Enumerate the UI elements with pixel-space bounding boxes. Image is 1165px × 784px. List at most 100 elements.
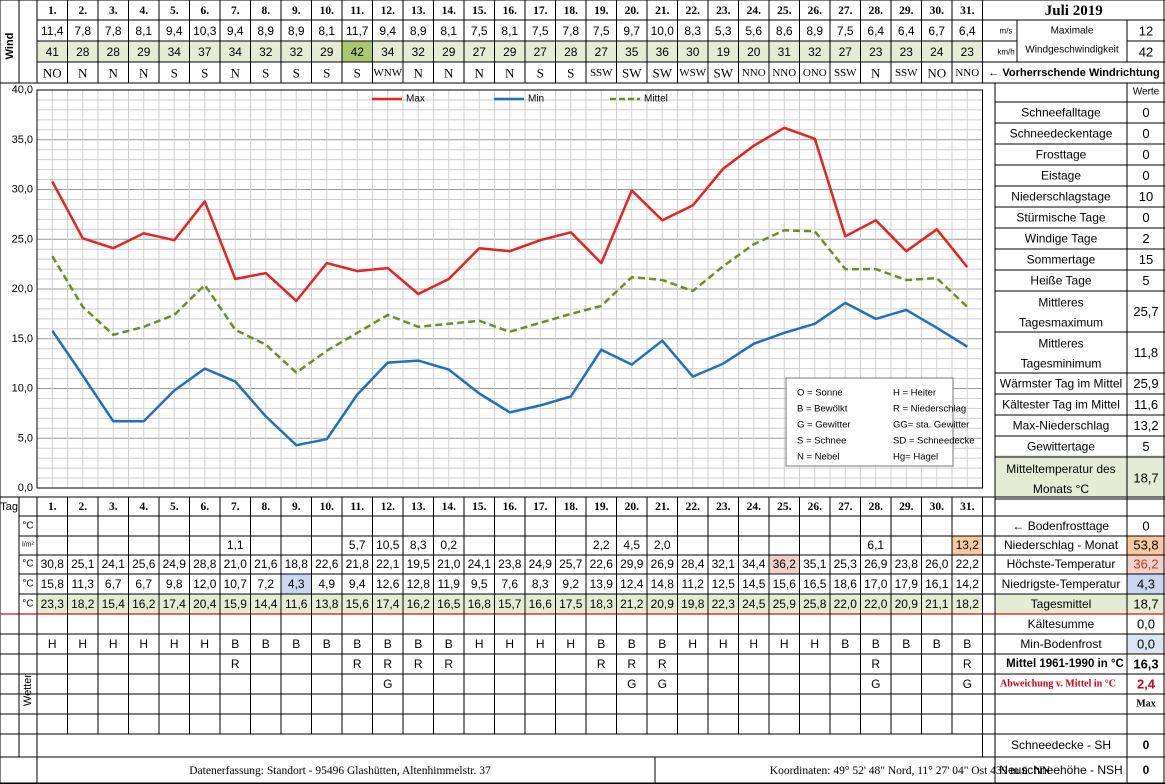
wind-direction: S	[567, 66, 574, 81]
unit-label: °C	[22, 559, 33, 570]
wind-ms: 8,9	[806, 24, 823, 38]
day-header: 24.	[747, 501, 762, 513]
cell-max: 24,9	[163, 557, 187, 571]
wind-ms: 10,0	[651, 24, 675, 38]
day-header: 26.	[808, 5, 823, 17]
weather-code: R	[597, 657, 606, 671]
wind-ms: 7,8	[562, 24, 579, 38]
cell-precip: 2,0	[654, 538, 671, 552]
weather-code: R	[963, 657, 972, 671]
weather-code: H	[810, 637, 819, 651]
weather-code: H	[780, 637, 789, 651]
weather-code: G	[871, 677, 880, 691]
cell-precip: 4,5	[623, 538, 640, 552]
chart-frame	[36, 89, 983, 489]
mittel-label: Mittel 1961-1990 in °C	[1006, 658, 1124, 670]
footer-coordinates: Koordinaten: 49° 52' 48" Nord, 11° 27' 0…	[770, 765, 1051, 777]
cell-max: 26,9	[864, 557, 888, 571]
weather-code: B	[963, 637, 971, 651]
wind-direction: SSW	[590, 67, 613, 79]
series-line-max	[51, 126, 969, 303]
unit-label: °C	[22, 599, 33, 610]
stat-value: 5	[1142, 439, 1149, 454]
wind-kmh: 29	[137, 45, 151, 59]
prevailing-label: ← Vorherrschende Windrichtung	[988, 67, 1159, 79]
legend-label-min: Min	[528, 94, 544, 105]
day-header: 25.	[777, 5, 792, 17]
footer-location: Datenerfassung: Standort - 95496 Glashüt…	[189, 765, 491, 777]
cell-max: 32,1	[712, 557, 736, 571]
cell-precip: 5,7	[349, 538, 366, 552]
stat-value: 0	[1142, 168, 1149, 183]
kaeltesumme-label: Kältesumme	[1028, 617, 1095, 631]
cell-min: 10,7	[224, 577, 248, 591]
wind-kmh: 34	[229, 45, 243, 59]
weather-code: H	[200, 637, 209, 651]
legend-code: G = Gewitter	[797, 420, 851, 431]
day-header: 6.	[200, 501, 209, 513]
wind-kmh: 31	[778, 45, 792, 59]
cell-min: 14,5	[742, 577, 766, 591]
wind-direction: SSW	[834, 67, 857, 79]
wind-ms: 5,6	[745, 24, 762, 38]
day-header: 1.	[48, 501, 57, 513]
weather-code: B	[292, 637, 300, 651]
wind-ms: 7,8	[74, 24, 91, 38]
wind-kmh: 29	[442, 45, 456, 59]
cell-precip: 6,1	[867, 538, 884, 552]
weather-code: H	[505, 637, 514, 651]
weather-code: B	[872, 637, 880, 651]
cell-mean: 15,4	[102, 597, 126, 611]
cell-mean: 25,9	[773, 597, 797, 611]
day-header: 20.	[625, 501, 640, 513]
cell-min: 12,0	[193, 577, 217, 591]
legend-label-mittel: Mittel	[644, 94, 668, 105]
weather-code: B	[414, 637, 422, 651]
stat-value: 11,8	[1134, 345, 1158, 360]
cell-precip: 2,2	[593, 538, 610, 552]
y-tick-label: 0,0	[18, 482, 33, 494]
y-tick-label: 40,0	[12, 84, 33, 96]
series-line-min	[51, 301, 968, 447]
cell-mean: 14,4	[254, 597, 278, 611]
wind-ms: 6,4	[867, 24, 884, 38]
wind-ms: 9,4	[379, 24, 396, 38]
cell-mean: 20,9	[651, 597, 675, 611]
cell-max: 26,9	[651, 557, 675, 571]
wind-direction: S	[537, 66, 544, 81]
cell-max: 24,1	[468, 557, 492, 571]
cell-mean: 18,2	[71, 597, 95, 611]
wind-kmh: 27	[595, 45, 609, 59]
wind-direction: SW	[653, 66, 673, 81]
wind-ms: 6,4	[959, 24, 976, 38]
cell-max: 30,8	[41, 557, 65, 571]
cell-mean: 18,3	[590, 597, 614, 611]
row-label-mean: Tagesmittel	[1031, 597, 1092, 611]
cell-min: 17,0	[864, 577, 888, 591]
wind-kmh: 29	[320, 45, 334, 59]
unit-label: °C	[22, 579, 33, 590]
cell-min: 8,3	[532, 577, 549, 591]
wind-kmh: 23	[869, 45, 883, 59]
cell-mean: 15,6	[346, 597, 370, 611]
y-tick-label: 20,0	[12, 283, 33, 295]
day-header: 3.	[109, 501, 118, 513]
stat-label: Gewittertage	[1027, 440, 1095, 454]
cell-mean: 15,9	[224, 597, 248, 611]
wind-direction: SW	[622, 66, 642, 81]
y-tick-label: 10,0	[12, 383, 33, 395]
day-header: 12.	[381, 501, 396, 513]
unit-label: l/m²	[22, 542, 34, 549]
wind-kmh: 27	[534, 45, 548, 59]
cell-mean: 16,2	[407, 597, 431, 611]
max-wind-ms: 12	[1139, 24, 1153, 39]
cell-mean: 16,8	[468, 597, 492, 611]
day-header: 20.	[625, 5, 640, 17]
cell-mean: 20,4	[193, 597, 217, 611]
cell-mean: 17,4	[163, 597, 187, 611]
stat-label: Schneefalltage	[1021, 106, 1101, 120]
stat-value: 25,9	[1133, 376, 1158, 391]
day-header: 5.	[170, 501, 179, 513]
stat-label: Mittleres Tagesminimum	[1021, 337, 1102, 371]
